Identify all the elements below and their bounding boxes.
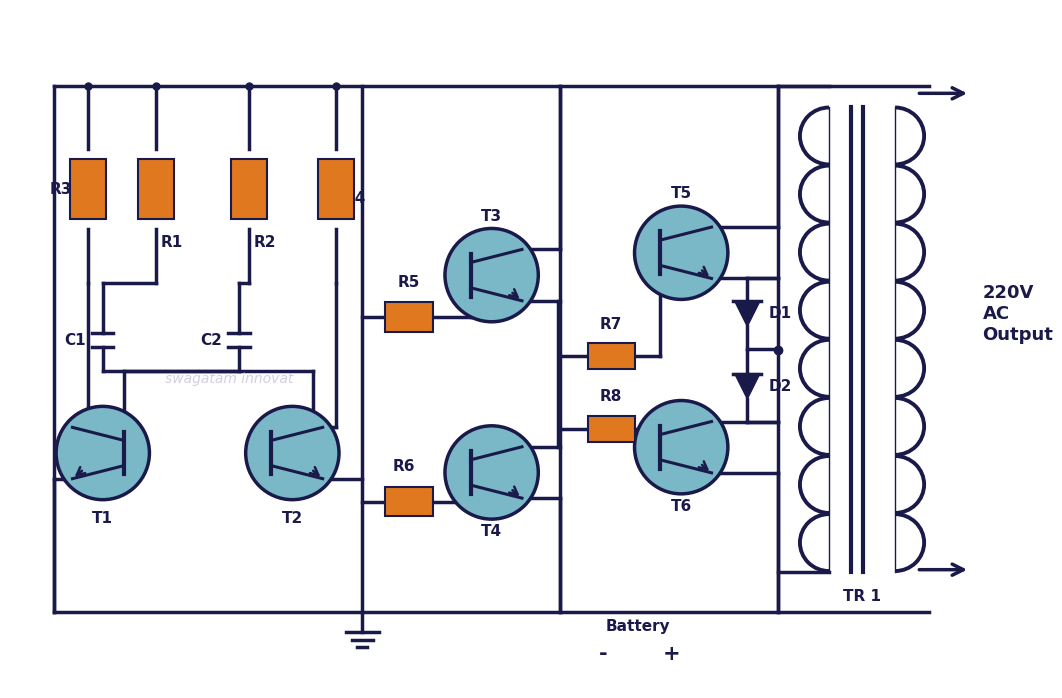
- Text: D2: D2: [769, 379, 792, 394]
- Text: T6: T6: [670, 498, 691, 514]
- FancyBboxPatch shape: [588, 343, 634, 369]
- Text: R7: R7: [600, 316, 622, 332]
- Text: +: +: [663, 644, 681, 664]
- Text: T3: T3: [481, 209, 502, 223]
- Polygon shape: [735, 301, 760, 327]
- Circle shape: [56, 406, 150, 500]
- FancyBboxPatch shape: [138, 159, 174, 219]
- Text: T1: T1: [92, 512, 114, 526]
- FancyBboxPatch shape: [319, 159, 354, 219]
- Text: swagatam innovat: swagatam innovat: [165, 372, 293, 386]
- FancyBboxPatch shape: [230, 159, 267, 219]
- Text: R8: R8: [600, 389, 622, 404]
- Text: T5: T5: [670, 186, 691, 201]
- Text: R6: R6: [393, 459, 415, 475]
- Text: R1: R1: [161, 235, 184, 250]
- Text: D1: D1: [769, 306, 792, 321]
- Text: R4: R4: [344, 191, 366, 207]
- Circle shape: [245, 406, 339, 500]
- Text: -: -: [599, 644, 607, 664]
- Text: R5: R5: [398, 275, 421, 290]
- Text: R3: R3: [50, 181, 72, 197]
- Text: 220V
AC
Output: 220V AC Output: [982, 284, 1054, 344]
- Text: TR 1: TR 1: [843, 589, 881, 604]
- FancyBboxPatch shape: [588, 415, 634, 442]
- Text: Battery: Battery: [605, 619, 670, 634]
- FancyBboxPatch shape: [384, 487, 433, 517]
- Text: R2: R2: [254, 235, 276, 250]
- Circle shape: [445, 426, 538, 519]
- Text: T2: T2: [281, 512, 303, 526]
- Circle shape: [634, 206, 727, 299]
- Circle shape: [445, 228, 538, 322]
- Polygon shape: [735, 373, 760, 399]
- FancyBboxPatch shape: [70, 159, 106, 219]
- FancyBboxPatch shape: [384, 302, 433, 332]
- Text: C2: C2: [201, 333, 223, 348]
- Text: T4: T4: [481, 524, 502, 539]
- Text: C1: C1: [65, 333, 86, 348]
- Circle shape: [634, 401, 727, 494]
